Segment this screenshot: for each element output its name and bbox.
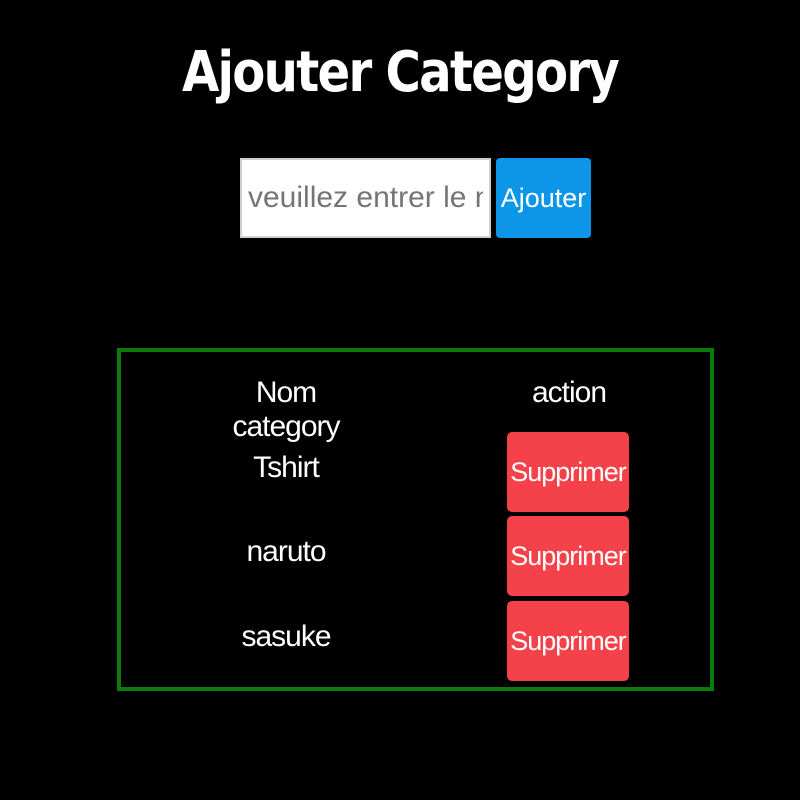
category-name-cell: Tshirt (253, 451, 320, 484)
column-header-action: action (531, 376, 607, 409)
column-header-name: Nom category (232, 376, 340, 443)
add-category-form: Ajouter (240, 158, 591, 238)
category-name-input[interactable] (240, 158, 491, 238)
add-category-button[interactable]: Ajouter (496, 158, 591, 238)
category-name-cell: naruto (246, 535, 326, 568)
category-table: Nom category action Tshirt Supprimer nar… (117, 348, 714, 691)
table-row: sasuke Supprimer (121, 601, 710, 681)
delete-button[interactable]: Supprimer (507, 516, 629, 596)
delete-button[interactable]: Supprimer (507, 432, 629, 512)
category-name-cell: sasuke (241, 620, 331, 653)
delete-button[interactable]: Supprimer (507, 601, 629, 681)
table-row: naruto Supprimer (121, 516, 710, 596)
page-title: Ajouter Category (181, 40, 620, 105)
table-row: Tshirt Supprimer (121, 432, 710, 512)
